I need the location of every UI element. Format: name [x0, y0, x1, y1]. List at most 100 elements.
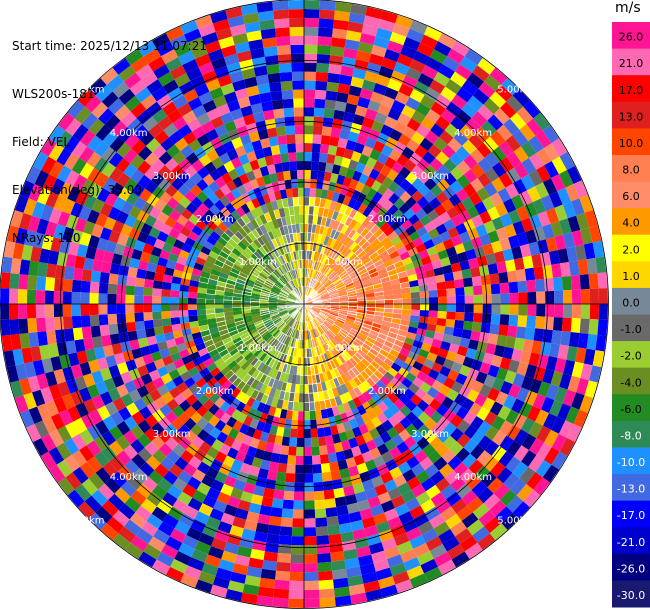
velocity-gate: [279, 526, 293, 537]
velocity-gate: [397, 329, 408, 338]
velocity-gate: [296, 232, 302, 243]
velocity-gate: [330, 260, 338, 270]
velocity-gate: [138, 551, 157, 568]
range-ring-label: 3.00km: [411, 429, 449, 440]
velocity-gate: [289, 161, 297, 171]
velocity-gate: [227, 467, 240, 480]
velocity-gate: [174, 456, 189, 471]
velocity-gate: [304, 17, 319, 28]
velocity-gate: [324, 281, 333, 289]
velocity-gate: [330, 326, 339, 334]
velocity-gate: [398, 166, 411, 179]
velocity-gate: [204, 554, 222, 568]
velocity-gate: [141, 521, 158, 537]
velocity-gate: [347, 575, 364, 587]
colorbar-tick-label: 26.0: [619, 31, 644, 44]
velocity-gate: [98, 483, 115, 500]
velocity-gate: [167, 252, 179, 263]
velocity-gate: [102, 461, 118, 478]
velocity-gate: [275, 570, 290, 581]
velocity-gate: [223, 120, 237, 133]
velocity-gate: [352, 200, 363, 212]
velocity-gate: [491, 354, 503, 368]
velocity-gate: [133, 397, 147, 412]
velocity-gate: [250, 47, 265, 60]
velocity-gate: [289, 562, 304, 573]
velocity-gate: [202, 173, 215, 186]
velocity-gate: [321, 308, 330, 313]
velocity-gate: [139, 251, 151, 263]
velocity-gate: [198, 319, 208, 327]
velocity-gate: [457, 345, 469, 357]
velocity-gate: [262, 37, 277, 48]
velocity-gate: [131, 453, 146, 469]
velocity-gate: [445, 246, 458, 258]
velocity-gate: [168, 368, 181, 380]
velocity-gate: [345, 187, 355, 198]
velocity-gate: [430, 171, 444, 185]
velocity-gate: [495, 202, 509, 217]
velocity-gate: [412, 360, 424, 372]
velocity-gate: [513, 178, 528, 195]
velocity-gate: [10, 257, 22, 275]
velocity-gate: [271, 287, 281, 294]
velocity-gate: [108, 273, 119, 285]
velocity-gate: [338, 74, 353, 86]
velocity-gate: [209, 169, 222, 182]
velocity-gate: [249, 418, 260, 430]
velocity-gate: [298, 348, 302, 358]
velocity-gate: [74, 375, 87, 391]
velocity-gate: [562, 389, 577, 407]
velocity-gate: [116, 420, 131, 436]
velocity-gate: [433, 331, 444, 342]
velocity-gate: [344, 371, 353, 382]
velocity-gate: [266, 164, 277, 175]
velocity-gate: [437, 348, 449, 359]
velocity-gate: [168, 463, 184, 478]
velocity-gate: [170, 317, 181, 325]
velocity-gate: [297, 277, 301, 287]
velocity-gate: [560, 331, 571, 346]
velocity-gate: [496, 261, 508, 274]
velocity-gate: [269, 424, 278, 436]
velocity-gate: [71, 315, 82, 329]
velocity-gate: [285, 409, 293, 420]
velocity-gate: [318, 18, 334, 29]
velocity-gate: [420, 255, 432, 266]
velocity-gate: [513, 146, 529, 163]
velocity-gate: [412, 339, 424, 349]
velocity-gate: [386, 426, 399, 439]
velocity-gate: [548, 250, 561, 265]
velocity-gate: [390, 235, 402, 246]
velocity-gate: [350, 445, 362, 458]
velocity-gate: [72, 174, 88, 191]
velocity-gate: [272, 286, 281, 292]
velocity-gate: [322, 321, 331, 330]
colorbar-unit: m/s: [615, 0, 641, 16]
velocity-gate: [179, 284, 190, 292]
velocity-gate: [282, 98, 294, 109]
velocity-gate: [366, 296, 376, 301]
velocity-gate: [161, 391, 174, 404]
velocity-gate: [528, 169, 543, 187]
velocity-gate: [461, 79, 479, 96]
velocity-gate: [226, 180, 237, 192]
velocity-gate: [118, 526, 136, 543]
velocity-gate: [589, 288, 600, 304]
velocity-gate: [163, 123, 178, 138]
velocity-gate: [517, 280, 528, 293]
velocity-gate: [546, 384, 560, 401]
velocity-gate: [304, 536, 317, 546]
velocity-gate: [275, 227, 282, 238]
velocity-gate: [335, 242, 343, 252]
velocity-gate: [191, 225, 203, 236]
colorbar-segment: [612, 367, 650, 395]
velocity-gate: [298, 286, 302, 296]
velocity-gate: [45, 317, 56, 332]
velocity-gate: [491, 177, 506, 193]
velocity-gate: [304, 152, 312, 162]
velocity-gate: [312, 306, 322, 311]
velocity-gate: [79, 129, 96, 147]
velocity-gate: [232, 307, 242, 312]
velocity-gate: [243, 519, 258, 532]
